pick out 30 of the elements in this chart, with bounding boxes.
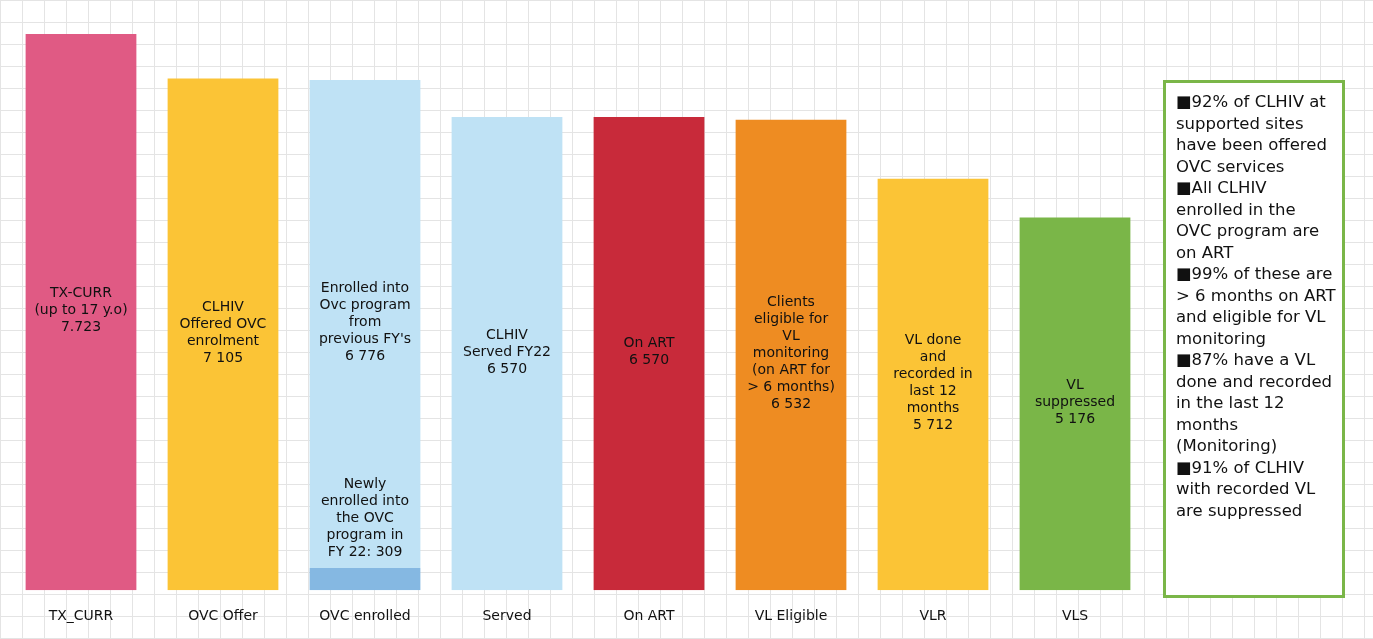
data-label: CLHIV Offered OVC enrolment 7 105 [179,297,267,365]
bar [167,78,279,591]
data-label: Newly enrolled into the OVC program in FY 22: 309 [320,474,410,559]
bar [877,178,989,591]
data-label: CLHIV Served FY22 6 570 [463,325,551,376]
x-tick-label: On ART [623,607,676,624]
bar [735,119,847,591]
x-tick-label: VLR [919,607,947,624]
x-tick-label: Served [482,607,532,624]
text: ■91% of CLHIV with recorded VL are suppressed [1176,456,1317,521]
bar [1019,217,1131,591]
data-label: On ART 6 570 [623,334,676,368]
text: ■87% have a VL done and recorded in the last 12 months (Monitoring) [1176,349,1334,457]
x-tick-label: OVC enrolled [319,607,411,624]
x-tick-label: VLS [1061,607,1089,624]
data-label: TX-CURR (up to 17 y.o) 7.723 [34,284,128,335]
x-tick-label: TX_CURR [47,607,114,624]
data-label: VL suppressed 5 176 [1034,375,1116,426]
text: ■99% of these are > 6 months on ART and eligible for VL monitoring [1176,263,1336,349]
bar [309,567,421,591]
x-tick-label: OVC Offer [188,607,259,624]
bar [25,33,137,591]
bar [593,117,705,591]
data-label: VL done and recorded in last 12 months 5 712 [893,331,973,433]
data-label: Clients eligible for VL monitoring (on ART for > 6 months) 6 532 [747,293,835,412]
text: ■92% of CLHIV at supported sites have been offered OVC services [1176,91,1328,177]
data-label: Enrolled into Ovc program from previous FY's 6 776 [318,279,412,364]
bar [309,79,421,568]
text: ■All CLHIV enrolled in the OVC program are on ART [1176,177,1321,263]
x-tick-label: VL Eligible [754,607,828,624]
